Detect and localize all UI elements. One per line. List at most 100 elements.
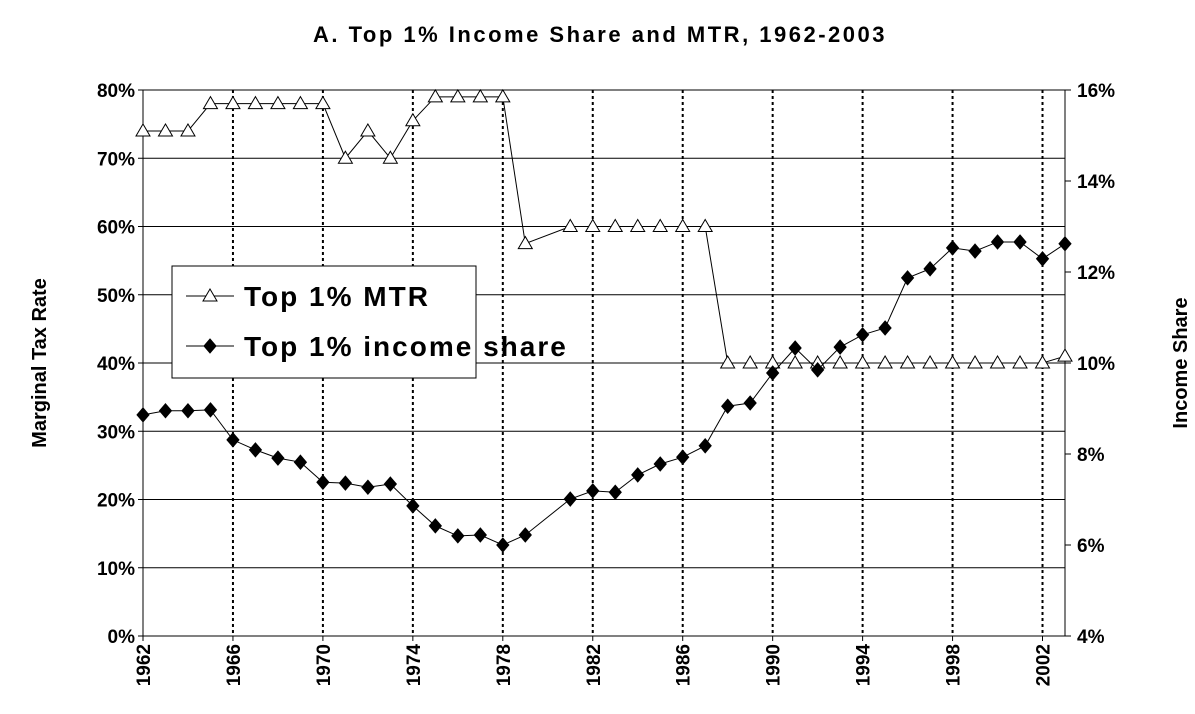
y2-tick-label: 10% xyxy=(1077,354,1115,375)
data-point xyxy=(584,218,601,232)
data-point xyxy=(631,467,645,483)
data-point xyxy=(406,498,420,514)
data-point xyxy=(721,398,735,414)
data-point xyxy=(1035,251,1050,267)
data-point xyxy=(337,150,354,164)
chart-title: A. Top 1% Income Share and MTR, 1962-200… xyxy=(313,22,887,47)
data-point xyxy=(586,483,600,499)
data-point xyxy=(225,95,241,110)
y-tick-label: 20% xyxy=(97,491,135,512)
data-point xyxy=(136,407,150,423)
data-point xyxy=(360,122,376,137)
data-point xyxy=(271,450,285,466)
data-point xyxy=(967,355,983,369)
data-point xyxy=(451,528,465,544)
data-point xyxy=(293,454,308,470)
y2-axis-label: Income Share xyxy=(1170,297,1192,428)
legend-label: Top 1% income share xyxy=(244,331,568,362)
data-point xyxy=(923,261,937,277)
data-point xyxy=(247,95,264,110)
data-point xyxy=(676,449,690,465)
data-point xyxy=(854,355,871,369)
x-tick-label: 1982 xyxy=(584,644,605,686)
y2-tick-label: 6% xyxy=(1077,536,1105,557)
data-point xyxy=(248,442,263,458)
data-point xyxy=(990,234,1005,250)
data-point xyxy=(181,403,195,419)
data-point xyxy=(427,88,444,103)
data-point xyxy=(338,475,353,491)
data-point xyxy=(742,355,759,369)
data-point xyxy=(270,95,286,110)
data-point xyxy=(135,122,151,137)
data-point xyxy=(855,327,870,343)
y-tick-label: 30% xyxy=(97,422,135,443)
data-point xyxy=(472,88,489,103)
data-point xyxy=(449,88,466,103)
data-point xyxy=(697,218,714,232)
legend-label: Top 1% MTR xyxy=(244,281,430,312)
y-tick-label: 10% xyxy=(97,559,135,580)
x-tick-label: 1994 xyxy=(854,644,875,687)
y2-tick-label: 14% xyxy=(1077,172,1115,193)
data-point xyxy=(766,365,780,381)
data-point xyxy=(157,122,174,137)
data-point xyxy=(1012,355,1028,369)
data-point xyxy=(158,403,173,419)
legend-marker xyxy=(202,288,218,302)
data-point xyxy=(226,432,240,448)
x-tick-label: 2002 xyxy=(1034,644,1055,686)
data-point xyxy=(382,150,399,164)
data-point xyxy=(922,355,938,369)
data-point xyxy=(518,527,532,543)
data-point xyxy=(361,479,375,495)
data-point xyxy=(989,355,1006,369)
x-tick-label: 1962 xyxy=(134,644,155,686)
data-point xyxy=(180,122,196,137)
data-point xyxy=(899,355,916,369)
legend-box xyxy=(171,265,477,379)
y2-tick-label: 12% xyxy=(1077,263,1115,284)
x-tick-label: 1986 xyxy=(674,644,695,686)
x-tick-label: 1990 xyxy=(764,644,785,686)
y-tick-label: 50% xyxy=(97,286,135,307)
x-tick-label: 1978 xyxy=(494,644,515,686)
data-point xyxy=(629,218,646,232)
data-point xyxy=(1058,236,1072,252)
data-point xyxy=(203,402,218,418)
data-point xyxy=(517,235,534,250)
y2-tick-label: 8% xyxy=(1077,445,1105,466)
data-point xyxy=(832,355,848,369)
y-tick-label: 40% xyxy=(97,354,135,375)
data-point xyxy=(900,270,915,286)
data-point xyxy=(562,218,579,232)
data-point xyxy=(494,88,511,103)
data-point xyxy=(1013,234,1027,250)
data-point xyxy=(496,537,510,553)
data-point xyxy=(674,218,691,232)
data-point xyxy=(315,95,331,110)
data-point xyxy=(428,518,442,534)
data-point xyxy=(404,112,421,127)
y-tick-label: 70% xyxy=(97,149,135,170)
data-point xyxy=(743,395,757,411)
data-point xyxy=(1057,348,1073,362)
data-point xyxy=(833,339,847,355)
data-point xyxy=(968,243,982,259)
x-tick-label: 1970 xyxy=(314,644,335,686)
x-tick-label: 1966 xyxy=(224,644,245,686)
data-point xyxy=(719,355,736,369)
x-tick-label: 1974 xyxy=(404,644,425,687)
data-point xyxy=(944,355,961,369)
y-axis-label: Marginal Tax Rate xyxy=(29,278,51,448)
y-tick-label: 80% xyxy=(97,81,135,102)
data-point xyxy=(608,484,622,500)
data-point xyxy=(292,95,309,110)
y2-tick-label: 4% xyxy=(1077,627,1105,648)
y-tick-label: 0% xyxy=(108,627,136,648)
data-point xyxy=(316,474,330,490)
legend-marker xyxy=(203,338,217,354)
data-point xyxy=(607,218,624,232)
data-point xyxy=(652,218,669,232)
